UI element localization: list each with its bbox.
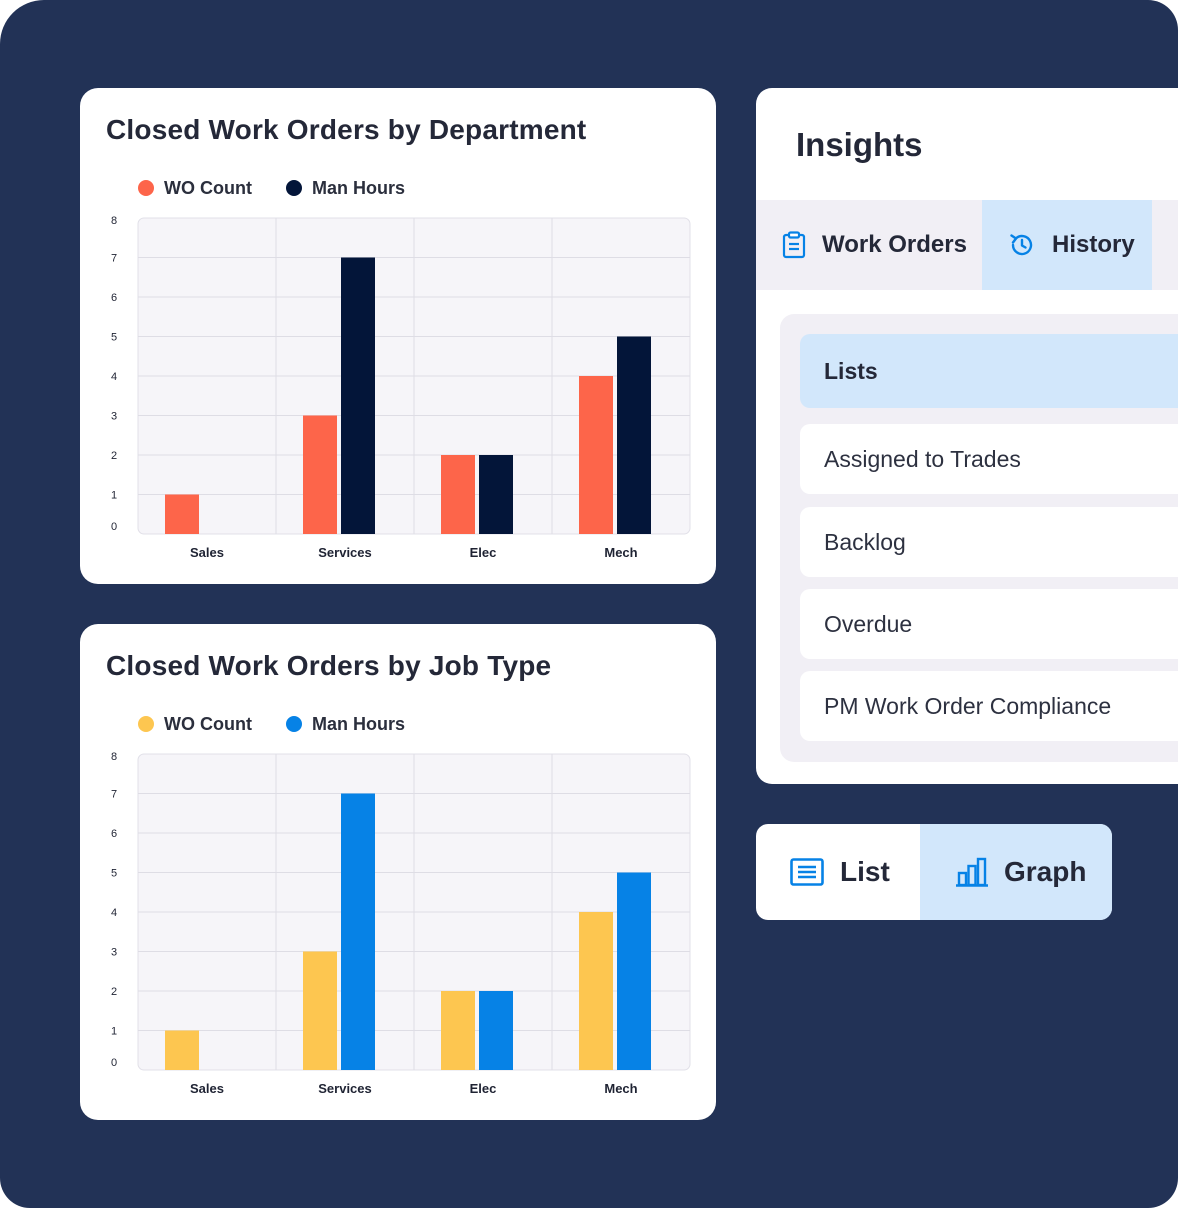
- list-item-overdue[interactable]: Overdue: [800, 589, 1178, 659]
- list-item-pm-compliance[interactable]: PM Work Order Compliance: [800, 671, 1178, 741]
- list-item-lists[interactable]: Lists: [800, 334, 1178, 408]
- y-tick-label: 6: [111, 828, 117, 840]
- chart-title: Closed Work Orders by Job Type: [106, 650, 552, 681]
- y-tick-label: 0: [111, 521, 117, 533]
- y-tick-label: 3: [111, 947, 117, 959]
- y-tick-label: 5: [111, 332, 117, 344]
- graph-view-button[interactable]: Graph: [920, 824, 1112, 920]
- toggle-label: List: [840, 856, 890, 887]
- bar: [441, 991, 475, 1070]
- list-item-backlog[interactable]: Backlog: [800, 507, 1178, 577]
- view-toggle: List Graph: [756, 824, 1112, 920]
- bar: [579, 912, 613, 1070]
- y-tick-label: 2: [111, 450, 117, 462]
- bar: [165, 1030, 199, 1070]
- bar: [441, 455, 475, 534]
- y-tick-label: 5: [111, 868, 117, 880]
- x-tick-label: Mech: [604, 1081, 637, 1096]
- legend-label: Man Hours: [311, 713, 405, 734]
- x-tick-label: Sales: [190, 545, 224, 560]
- bar-chart-icon: [956, 857, 988, 887]
- legend-label: WO Count: [164, 713, 252, 734]
- list-item-label: PM Work Order Compliance: [824, 692, 1112, 719]
- legend-dot: [285, 180, 302, 196]
- y-tick-label: 2: [111, 986, 117, 998]
- insights-panel: Insights Work Orders History Lists Assig…: [756, 88, 1178, 784]
- y-tick-label: 1: [111, 1026, 117, 1038]
- bar: [579, 376, 613, 534]
- bar: [341, 257, 375, 534]
- y-tick-label: 6: [111, 292, 117, 304]
- toggle-label: Graph: [1004, 856, 1087, 887]
- history-icon: [1010, 234, 1033, 256]
- list-view-button[interactable]: List: [756, 824, 920, 920]
- legend-dot: [138, 180, 154, 196]
- bar: [617, 336, 651, 534]
- tab-label: Work Orders: [822, 231, 967, 258]
- chart-card-department: Closed Work Orders by Department WO Coun…: [80, 88, 716, 584]
- tab-work-orders[interactable]: Work Orders: [756, 200, 982, 290]
- list-item-assigned-to-trades[interactable]: Assigned to Trades: [800, 424, 1178, 494]
- legend-item-wo-count: WO Count: [138, 714, 252, 735]
- x-tick-label: Services: [318, 545, 372, 560]
- bar: [479, 455, 513, 534]
- list-icon: [790, 858, 824, 886]
- x-tick-label: Mech: [604, 545, 637, 560]
- insights-tabs: Work Orders History: [756, 200, 1178, 290]
- bar: [341, 793, 375, 1070]
- y-tick-label: 0: [111, 1057, 117, 1069]
- legend-label: WO Count: [164, 177, 252, 198]
- bar: [617, 872, 651, 1070]
- bar-chart-department: 0 1 2 3 4 5 6 7 8 Sales Services Elec Mech: [111, 215, 691, 560]
- bar-chart-job-type: 0 1 2 3 4 5 6 7 8 Sales Services Elec Mech: [111, 751, 691, 1096]
- list-item-label: Lists: [824, 357, 878, 384]
- chart-legend: WO Count Man Hours: [138, 176, 439, 200]
- list-item-label: Assigned to Trades: [824, 445, 1021, 472]
- list-item-label: Backlog: [824, 528, 906, 555]
- chart-title: Closed Work Orders by Department: [106, 114, 587, 145]
- bar: [303, 951, 337, 1070]
- bar: [479, 991, 513, 1070]
- tab-history[interactable]: History: [982, 200, 1152, 290]
- legend-item-wo-count: WO Count: [138, 178, 252, 199]
- y-tick-label: 8: [111, 215, 117, 227]
- x-tick-label: Elec: [470, 545, 497, 560]
- chart-legend: WO Count Man Hours: [138, 712, 439, 736]
- bar: [303, 415, 337, 534]
- insights-list: Lists Assigned to Trades Backlog Overdue…: [780, 314, 1178, 762]
- y-tick-label: 1: [111, 490, 117, 502]
- clipboard-icon: [782, 231, 806, 259]
- y-tick-label: 7: [111, 253, 117, 265]
- legend-dot: [138, 716, 154, 732]
- y-tick-label: 8: [111, 751, 117, 763]
- tab-label: History: [1052, 231, 1135, 258]
- legend-dot: [285, 716, 302, 732]
- legend-item-man-hours: Man Hours: [285, 177, 405, 199]
- chart-card-job-type: Closed Work Orders by Job Type WO Count …: [80, 624, 716, 1120]
- list-item-label: Overdue: [824, 610, 913, 637]
- y-tick-label: 7: [111, 789, 117, 801]
- y-tick-label: 4: [111, 907, 117, 919]
- insights-title: Insights: [796, 126, 923, 163]
- bar: [165, 494, 199, 534]
- x-tick-label: Elec: [470, 1081, 497, 1096]
- x-tick-label: Sales: [190, 1081, 224, 1096]
- legend-label: Man Hours: [311, 177, 405, 198]
- y-tick-label: 3: [111, 411, 117, 423]
- x-tick-label: Services: [318, 1081, 372, 1096]
- y-tick-label: 4: [111, 371, 117, 383]
- legend-item-man-hours: Man Hours: [285, 713, 405, 735]
